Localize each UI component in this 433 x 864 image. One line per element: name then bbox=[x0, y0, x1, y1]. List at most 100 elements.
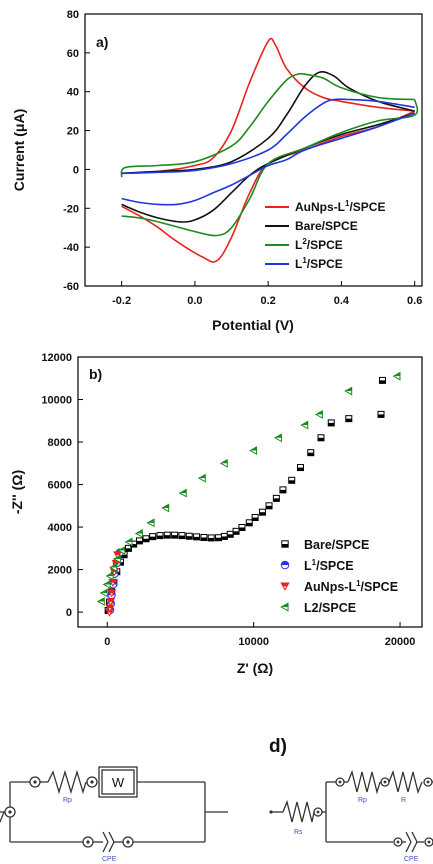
nyquist-point-0-32 bbox=[297, 464, 305, 472]
nyquist-legend-marker-0 bbox=[281, 540, 289, 548]
cv-curve-reverse-0 bbox=[121, 110, 416, 263]
cv-curve-forward-3 bbox=[121, 98, 415, 175]
nyquist-point-0-31 bbox=[288, 476, 296, 484]
nyquist-point-0-13 bbox=[163, 531, 171, 539]
nyquist-point-3-2 bbox=[102, 580, 111, 589]
nyquist-y-tick-label: 4000 bbox=[48, 522, 72, 534]
nyquist-point-0-20 bbox=[215, 534, 223, 542]
cv-y-tick-label: 80 bbox=[67, 9, 79, 21]
nyquist-point-0-26 bbox=[251, 514, 259, 522]
cv-x-tick-label: 0.2 bbox=[261, 295, 276, 307]
nyquist-point-0-14 bbox=[171, 531, 179, 539]
circuit-d-rs-label: Rs bbox=[294, 829, 303, 836]
nyquist-point-0-22 bbox=[226, 530, 234, 538]
nyquist-point-0-33 bbox=[307, 449, 315, 457]
cv-y-tick-label: 60 bbox=[67, 48, 79, 60]
nyquist-point-0-11 bbox=[149, 533, 157, 541]
nyquist-point-0-37 bbox=[377, 410, 385, 418]
nyquist-point-0-30 bbox=[279, 486, 287, 494]
cv-x-tick-label: 0.0 bbox=[187, 295, 202, 307]
circuit-d bbox=[269, 769, 433, 853]
nyquist-legend-label-3: L2/SPCE bbox=[304, 601, 356, 615]
nyquist-point-0-23 bbox=[232, 527, 240, 535]
nyquist-point-3-5 bbox=[112, 554, 121, 564]
nyquist-x-axis-label: Z' (Ω) bbox=[237, 660, 273, 676]
nyquist-panel-label: b) bbox=[89, 366, 102, 382]
circuit-d-rp-label: Rp bbox=[358, 797, 367, 804]
nyquist-point-0-38 bbox=[378, 376, 386, 384]
nyquist-point-3-10 bbox=[161, 503, 170, 513]
nyquist-y-tick-label: 12000 bbox=[41, 352, 72, 364]
cv-x-axis-label: Potential (V) bbox=[212, 317, 294, 333]
nyquist-point-3-1 bbox=[99, 588, 108, 598]
circuit-c-w-label: W bbox=[112, 775, 125, 790]
nyquist-point-0-17 bbox=[193, 533, 201, 541]
nyquist-point-0-12 bbox=[156, 532, 164, 540]
nyquist-point-0-21 bbox=[220, 532, 228, 540]
nyquist-point-0-25 bbox=[245, 519, 253, 527]
cv-y-tick-label: 0 bbox=[73, 164, 79, 176]
nyquist-x-ticks: 0 10000 20000 bbox=[104, 622, 415, 648]
circuit-d-panel-label: d) bbox=[269, 736, 287, 757]
nyquist-point-0-28 bbox=[265, 502, 273, 510]
cv-x-ticks: -0.2 0.0 0.2 0.4 0.6 bbox=[112, 281, 422, 307]
nyquist-point-2-1 bbox=[105, 604, 115, 613]
nyquist-point-3-18 bbox=[344, 386, 353, 396]
nyquist-legend-label-2: AuNps-L1/SPCE bbox=[304, 579, 398, 594]
cv-legend-label-0: AuNps-L1/SPCE bbox=[295, 199, 385, 214]
nyquist-plot-frame bbox=[77, 356, 423, 628]
nyquist-point-3-15 bbox=[273, 433, 282, 443]
cv-x-tick-label: -0.2 bbox=[112, 295, 131, 307]
nyquist-legend-marker-3 bbox=[280, 602, 289, 612]
cv-legend-label-3: L1/SPCE bbox=[295, 256, 343, 271]
cv-plot-frame bbox=[84, 13, 423, 287]
circuit-d-resistor-r bbox=[388, 769, 423, 795]
nyquist-y-tick-label: 10000 bbox=[41, 395, 72, 407]
nyquist-point-0-24 bbox=[238, 524, 246, 532]
nyquist-point-0-9 bbox=[135, 537, 143, 545]
nyquist-y-axis-label: -Z'' (Ω) bbox=[9, 470, 25, 514]
cv-y-tick-label: 40 bbox=[67, 87, 79, 99]
nyquist-point-3-12 bbox=[197, 473, 206, 483]
nyquist-point-0-27 bbox=[258, 508, 266, 516]
circuit-d-resistor-rs bbox=[282, 799, 315, 823]
nyquist-legend-label-0: Bare/SPCE bbox=[304, 538, 369, 552]
nyquist-point-3-11 bbox=[178, 488, 187, 498]
circuit-c-cpe bbox=[102, 831, 109, 843]
circuit-c-resistor-rp bbox=[47, 769, 87, 795]
cv-x-tick-label: 0.6 bbox=[407, 295, 422, 307]
nyquist-x-tick-label: 0 bbox=[104, 636, 110, 648]
circuit-c-cpe-label: CPE bbox=[102, 856, 117, 863]
nyquist-point-0-34 bbox=[317, 434, 325, 442]
nyquist-point-3-14 bbox=[249, 446, 258, 455]
nyquist-point-3-7 bbox=[124, 537, 133, 547]
nyquist-chart: 0 10000 20000 020004000600080001000012000 … bbox=[9, 352, 423, 676]
nyquist-legend-label-1: L1/SPCE bbox=[304, 558, 354, 573]
nyquist-x-tick-label: 10000 bbox=[238, 636, 269, 648]
nyquist-point-3-3 bbox=[105, 571, 114, 581]
nyquist-point-3-13 bbox=[219, 458, 228, 468]
nyquist-point-0-29 bbox=[272, 494, 280, 502]
nyquist-point-2-4 bbox=[108, 578, 118, 587]
nyquist-point-3-6 bbox=[117, 546, 126, 555]
cv-x-tick-label: 0.4 bbox=[334, 295, 350, 307]
cv-curve-forward-0 bbox=[121, 37, 415, 175]
cv-legend: AuNps-L1/SPCE Bare/SPCE L2/SPCE L1/SPCE bbox=[265, 199, 385, 271]
nyquist-point-2-2 bbox=[106, 598, 116, 607]
cv-curve-forward-1 bbox=[121, 71, 415, 175]
cv-y-ticks: -60 -40 -20 0 20 40 60 80 bbox=[63, 9, 90, 293]
nyquist-point-0-18 bbox=[200, 533, 208, 541]
nyquist-point-0-19 bbox=[207, 534, 215, 542]
nyquist-y-tick-label: 2000 bbox=[48, 565, 72, 577]
circuit-c-rp-label: Rp bbox=[63, 797, 72, 804]
cv-y-tick-label: -40 bbox=[63, 242, 79, 254]
circuit-d-r-label: R bbox=[401, 797, 406, 804]
nyquist-legend-marker-1 bbox=[280, 560, 290, 570]
cv-series-group bbox=[120, 37, 419, 263]
circuit-d-cpe-label: CPE bbox=[404, 856, 419, 863]
nyquist-point-0-36 bbox=[345, 415, 353, 423]
nyquist-point-0-35 bbox=[327, 419, 335, 427]
nyquist-point-0-15 bbox=[178, 532, 186, 540]
cv-curve-reverse-3 bbox=[121, 112, 415, 206]
nyquist-point-0-16 bbox=[185, 532, 193, 540]
